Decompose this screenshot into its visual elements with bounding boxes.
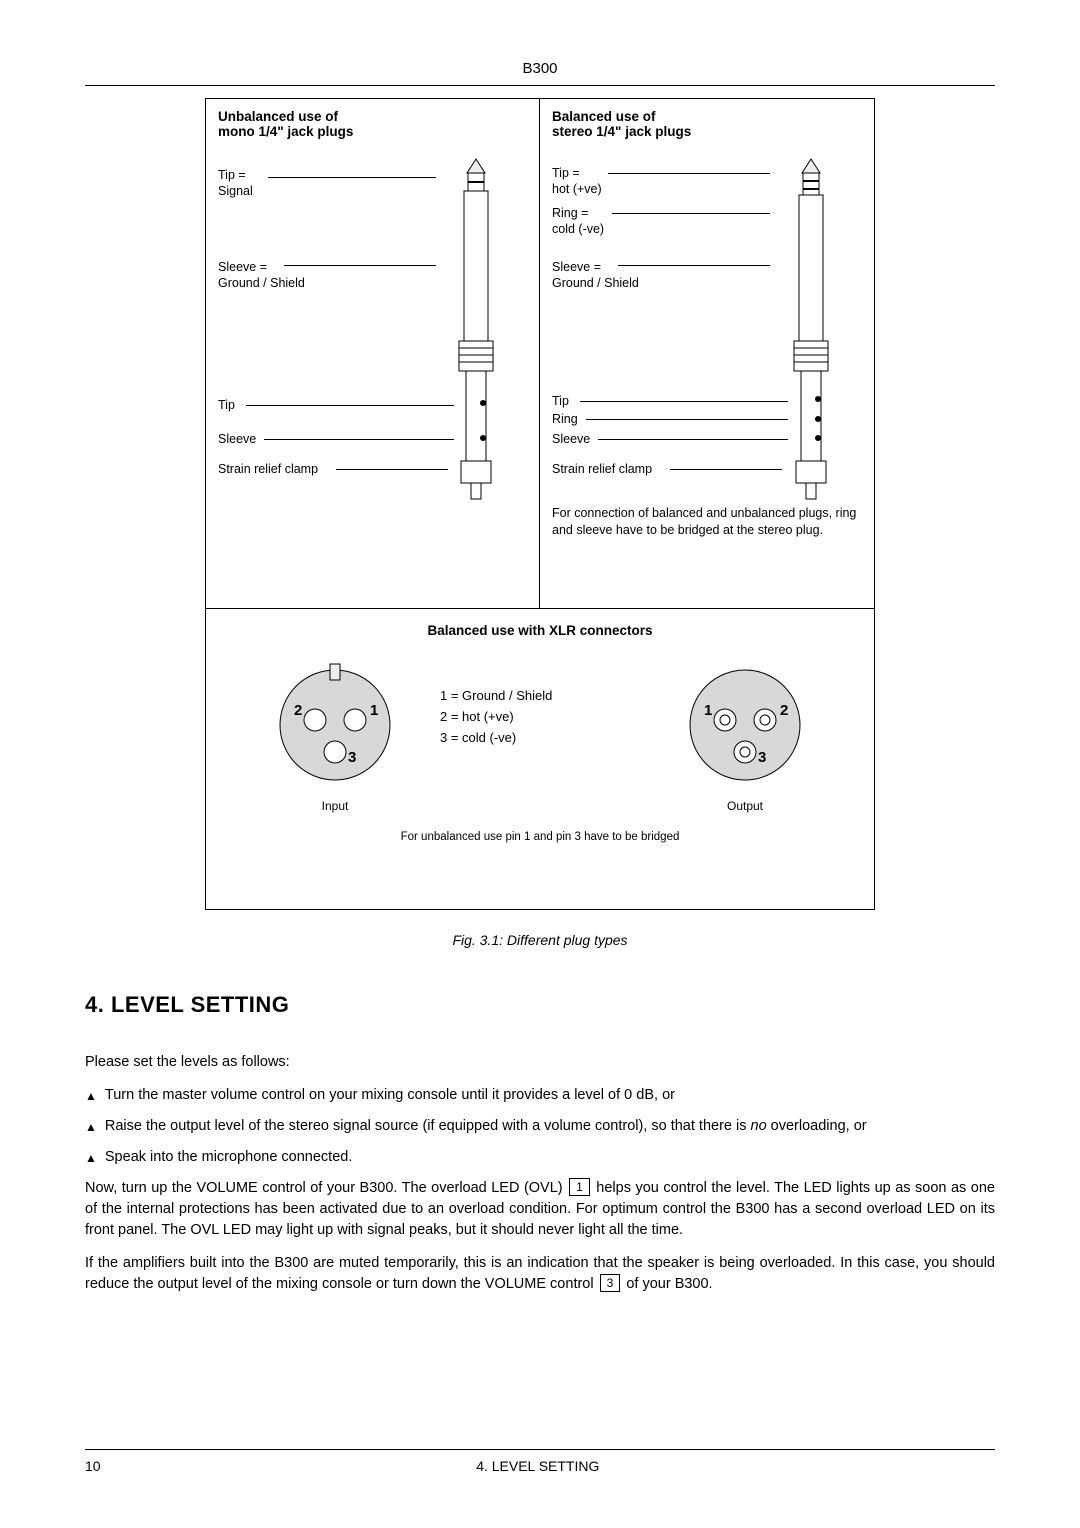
label-strain-r: Strain relief clamp bbox=[552, 461, 652, 477]
panel-xlr: Balanced use with XLR connectors 2 1 3 I… bbox=[206, 609, 874, 909]
bullet-1-text: Turn the master volume control on your m… bbox=[105, 1085, 675, 1106]
ref-box-1: 1 bbox=[569, 1178, 590, 1196]
label-sleeve-r: Sleeve bbox=[552, 431, 590, 447]
label-ring-r: Ring bbox=[552, 411, 578, 427]
panel-balanced-jack: Balanced use of stereo 1/4" jack plugs T… bbox=[540, 99, 874, 609]
bullet-3-text: Speak into the microphone connected. bbox=[105, 1147, 352, 1168]
bullet-2b: no bbox=[751, 1118, 767, 1134]
label-ring-cold: Ring = cold (-ve) bbox=[552, 205, 604, 238]
mono-jack-icon bbox=[441, 155, 511, 505]
svg-text:1: 1 bbox=[704, 702, 712, 719]
panel-right-title: Balanced use of stereo 1/4" jack plugs bbox=[552, 109, 862, 139]
xlr-output-block: 1 2 3 Output bbox=[670, 660, 820, 813]
header-rule bbox=[85, 85, 995, 86]
label-strain: Strain relief clamp bbox=[218, 461, 318, 477]
p1a: Now, turn up the VOLUME control of your … bbox=[85, 1180, 567, 1196]
p2a: If the amplifiers built into the B300 ar… bbox=[85, 1255, 995, 1292]
section-heading: 4. LEVEL SETTING bbox=[85, 992, 995, 1018]
xlr-input-icon: 2 1 3 bbox=[270, 660, 400, 790]
bullet-2-text: Raise the output level of the stereo sig… bbox=[105, 1116, 867, 1137]
svg-text:3: 3 bbox=[758, 749, 766, 766]
xlr-footnote: For unbalanced use pin 1 and pin 3 have … bbox=[220, 831, 860, 843]
svg-text:2: 2 bbox=[780, 702, 788, 719]
panel-unbalanced: Unbalanced use of mono 1/4" jack plugs T… bbox=[206, 99, 540, 609]
footer-rule bbox=[85, 1449, 995, 1450]
para-level-2: If the amplifiers built into the B300 ar… bbox=[85, 1253, 995, 1295]
plug-diagram-box: Unbalanced use of mono 1/4" jack plugs T… bbox=[205, 98, 875, 910]
label-sleeve-shield-r: Sleeve = Ground / Shield bbox=[552, 259, 639, 292]
xlr-input-caption: Input bbox=[260, 799, 410, 813]
triangle-icon: ▲ bbox=[85, 1150, 97, 1168]
panel-left-title: Unbalanced use of mono 1/4" jack plugs bbox=[218, 109, 527, 139]
bullet-2: ▲ Raise the output level of the stereo s… bbox=[85, 1116, 995, 1137]
svg-text:1: 1 bbox=[370, 702, 378, 719]
triangle-icon: ▲ bbox=[85, 1088, 97, 1106]
svg-text:3: 3 bbox=[348, 749, 356, 766]
footer-title: 4. LEVEL SETTING bbox=[476, 1458, 599, 1474]
triangle-icon: ▲ bbox=[85, 1119, 97, 1137]
label-tip-hot: Tip = hot (+ve) bbox=[552, 165, 602, 198]
label-tip-r: Tip bbox=[552, 393, 569, 409]
bullet-3: ▲ Speak into the microphone connected. bbox=[85, 1147, 995, 1168]
xlr-output-icon: 1 2 3 bbox=[680, 660, 810, 790]
xlr-legend: 1 = Ground / Shield 2 = hot (+ve) 3 = co… bbox=[440, 660, 640, 748]
label-sleeve-shield: Sleeve = Ground / Shield bbox=[218, 259, 305, 292]
xlr-input-block: 2 1 3 Input bbox=[260, 660, 410, 813]
ref-box-3: 3 bbox=[600, 1274, 621, 1292]
page-footer: 10 4. LEVEL SETTING bbox=[85, 1458, 995, 1474]
label-tip: Tip bbox=[218, 397, 235, 413]
label-tip-signal: Tip = Signal bbox=[218, 167, 253, 200]
p2b: of your B300. bbox=[622, 1276, 712, 1292]
label-sleeve: Sleeve bbox=[218, 431, 256, 447]
svg-text:2: 2 bbox=[294, 702, 302, 719]
xlr-title: Balanced use with XLR connectors bbox=[220, 623, 860, 638]
xlr-legend-2: 2 = hot (+ve) bbox=[440, 707, 640, 728]
stereo-jack-icon bbox=[776, 155, 846, 505]
model-header: B300 bbox=[85, 60, 995, 77]
bullet-2c: overloading, or bbox=[767, 1118, 867, 1134]
xlr-legend-1: 1 = Ground / Shield bbox=[440, 686, 640, 707]
figure-caption: Fig. 3.1: Different plug types bbox=[85, 932, 995, 948]
page-number: 10 bbox=[85, 1458, 101, 1474]
bullet-1: ▲ Turn the master volume control on your… bbox=[85, 1085, 995, 1106]
xlr-output-caption: Output bbox=[670, 799, 820, 813]
para-level-1: Now, turn up the VOLUME control of your … bbox=[85, 1178, 995, 1241]
intro-text: Please set the levels as follows: bbox=[85, 1052, 995, 1073]
xlr-legend-3: 3 = cold (-ve) bbox=[440, 728, 640, 749]
balanced-note: For connection of balanced and unbalance… bbox=[552, 505, 860, 539]
bullet-2a: Raise the output level of the stereo sig… bbox=[105, 1118, 751, 1134]
